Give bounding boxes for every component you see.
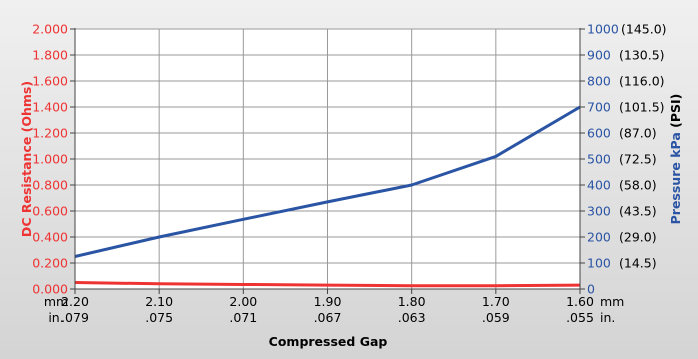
left-tick-label-7: 1.400 [32,100,68,115]
x-unit-in-right: in. [600,310,615,325]
right-tick-label-9: 900 [587,48,611,63]
x-tick-label-in-5: .059 [482,310,510,325]
right-tick-label-5: 500 [587,152,611,167]
left-tick-label-8: 1.600 [32,74,68,89]
psi-tick-label-10: (145.0) [621,22,667,37]
x-unit-mm-right: mm [600,294,624,309]
left-axis-title: DC Resistance (Ohms) [19,81,34,237]
x-axis-ticks: 2.20.079 2.10.075 2.00.071 1.90.067 1.80.063… [61,289,594,325]
left-tick-label-0: 0.000 [32,282,68,297]
x-tick-label-in-4: .063 [398,310,426,325]
psi-tick-label-6: (87.0) [619,126,657,141]
x-tick-label-in-1: .075 [145,310,173,325]
left-tick-label-5: 1.000 [32,152,68,167]
x-tick-label-mm-2: 2.00 [229,294,257,309]
psi-tick-label-3: (43.5) [619,204,657,219]
right-tick-label-2: 200 [587,230,611,245]
right-axis-title-kpa: Pressure kPa [668,132,683,224]
right-tick-label-4: 400 [587,178,611,193]
psi-tick-label-1: (14.5) [619,256,657,271]
psi-tick-label-7: (101.5) [619,100,665,115]
right-axis-ticks: 0 100 (14.5) 200 (29.0) 300 (43.5) 400 (58.0) 500… [580,22,667,297]
x-axis-title: Compressed Gap [269,334,388,349]
right-axis-title-psi: (PSI) [668,94,683,128]
psi-tick-label-4: (58.0) [619,178,657,193]
left-tick-label-4: 0.800 [32,178,68,193]
right-tick-label-8: 800 [587,74,611,89]
x-tick-label-mm-3: 1.90 [314,294,342,309]
left-tick-label-3: 0.600 [32,204,68,219]
x-tick-label-in-0: .079 [61,310,89,325]
x-tick-label-in-3: .067 [314,310,342,325]
x-tick-label-in-2: .071 [229,310,257,325]
series-group [74,105,581,288]
psi-tick-label-9: (130.5) [619,48,665,63]
x-tick-label-mm-1: 2.10 [145,294,173,309]
x-tick-label-mm-0: 2.20 [61,294,89,309]
left-tick-label-9: 1.800 [32,48,68,63]
x-tick-label-mm-5: 1.70 [482,294,510,309]
x-unit-mm-left: mm [44,294,68,309]
right-tick-label-1: 100 [587,256,611,271]
x-tick-label-mm-4: 1.80 [398,294,426,309]
left-axis-ticks: 0.000 0.200 0.400 0.600 0.800 1.000 1.200 1.400… [32,22,75,297]
right-tick-label-3: 300 [587,204,611,219]
left-tick-label-6: 1.200 [32,126,68,141]
left-tick-label-10: 2.000 [32,22,68,37]
x-tick-label-in-6: .055 [566,310,594,325]
right-tick-label-10: 1000 [587,22,619,37]
x-tick-label-mm-6: 1.60 [566,294,594,309]
left-tick-label-1: 0.200 [32,256,68,271]
right-tick-label-0: 0 [587,282,595,297]
psi-tick-label-2: (29.0) [619,230,657,245]
left-tick-label-2: 0.400 [32,230,68,245]
psi-tick-label-5: (72.5) [619,152,657,167]
psi-tick-label-8: (116.0) [619,74,665,89]
right-axis-title: Pressure kPa (PSI) [668,94,683,225]
right-tick-label-7: 700 [587,100,611,115]
x-unit-in-left: in. [48,310,63,325]
right-tick-label-6: 600 [587,126,611,141]
